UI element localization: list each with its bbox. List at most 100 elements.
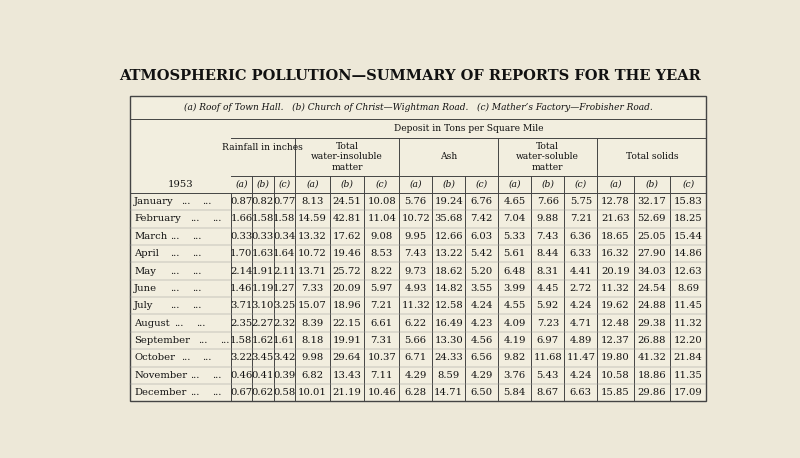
Text: 52.69: 52.69 xyxy=(638,214,666,224)
Text: 2.32: 2.32 xyxy=(274,319,295,327)
Text: 9.95: 9.95 xyxy=(405,232,426,241)
Text: 27.90: 27.90 xyxy=(638,249,666,258)
Text: 12.58: 12.58 xyxy=(434,301,463,310)
Text: 19.24: 19.24 xyxy=(434,197,463,206)
Text: 4.29: 4.29 xyxy=(405,371,427,380)
Text: August: August xyxy=(134,319,170,327)
Text: 12.48: 12.48 xyxy=(601,319,630,327)
Text: ...: ... xyxy=(192,301,201,310)
Text: 3.45: 3.45 xyxy=(252,354,274,362)
Text: Ash: Ash xyxy=(440,153,458,161)
Text: (c): (c) xyxy=(476,180,488,189)
Text: 0.33: 0.33 xyxy=(252,232,274,241)
Text: 10.08: 10.08 xyxy=(367,197,396,206)
Text: 3.25: 3.25 xyxy=(274,301,295,310)
Text: June: June xyxy=(134,284,158,293)
Text: 12.20: 12.20 xyxy=(674,336,702,345)
Text: ...: ... xyxy=(181,197,190,206)
Text: (a) Roof of Town Hall.   (b) Church of Christ—Wightman Road.   (c) Mather’s Fact: (a) Roof of Town Hall. (b) Church of Chr… xyxy=(184,103,653,112)
Text: 6.36: 6.36 xyxy=(570,232,592,241)
Text: 4.19: 4.19 xyxy=(503,336,526,345)
Text: 20.19: 20.19 xyxy=(601,267,630,276)
Text: ...: ... xyxy=(212,214,222,224)
Text: 6.22: 6.22 xyxy=(405,319,426,327)
Text: 19.46: 19.46 xyxy=(333,249,362,258)
Text: 11.32: 11.32 xyxy=(402,301,430,310)
Text: January: January xyxy=(134,197,174,206)
Text: October: October xyxy=(134,354,175,362)
Text: 4.71: 4.71 xyxy=(570,319,592,327)
Text: 6.82: 6.82 xyxy=(302,371,323,380)
Text: 13.71: 13.71 xyxy=(298,267,327,276)
Text: 4.45: 4.45 xyxy=(537,284,559,293)
Text: 29.86: 29.86 xyxy=(638,388,666,397)
Text: (a): (a) xyxy=(610,180,622,189)
Text: 20.09: 20.09 xyxy=(333,284,362,293)
Text: 1.27: 1.27 xyxy=(273,284,295,293)
Text: May: May xyxy=(134,267,156,276)
Text: 18.25: 18.25 xyxy=(674,214,702,224)
Text: 8.18: 8.18 xyxy=(302,336,324,345)
Text: 12.78: 12.78 xyxy=(601,197,630,206)
Text: ...: ... xyxy=(212,388,222,397)
Text: ...: ... xyxy=(174,319,184,327)
Text: 0.67: 0.67 xyxy=(230,388,253,397)
Text: 2.35: 2.35 xyxy=(230,319,253,327)
Text: 2.72: 2.72 xyxy=(570,284,592,293)
Text: ...: ... xyxy=(202,197,212,206)
Text: 5.76: 5.76 xyxy=(405,197,426,206)
Text: Total solids: Total solids xyxy=(626,153,678,161)
Text: ...: ... xyxy=(170,284,179,293)
Text: 2.27: 2.27 xyxy=(252,319,274,327)
Text: 12.63: 12.63 xyxy=(674,267,702,276)
Text: 5.92: 5.92 xyxy=(537,301,559,310)
Text: 12.66: 12.66 xyxy=(434,232,463,241)
Text: ...: ... xyxy=(170,301,179,310)
Text: ...: ... xyxy=(198,336,207,345)
Text: 16.32: 16.32 xyxy=(602,249,630,258)
Text: 8.13: 8.13 xyxy=(302,197,324,206)
Text: 9.98: 9.98 xyxy=(302,354,323,362)
Text: Total
water-insoluble
matter: Total water-insoluble matter xyxy=(311,142,383,172)
Text: ...: ... xyxy=(192,267,201,276)
Text: (a): (a) xyxy=(306,180,318,189)
Text: 6.50: 6.50 xyxy=(470,388,493,397)
Text: 11.45: 11.45 xyxy=(674,301,702,310)
Text: (b): (b) xyxy=(257,180,270,189)
Text: 1.46: 1.46 xyxy=(230,284,253,293)
Text: 18.86: 18.86 xyxy=(638,371,666,380)
Text: 0.33: 0.33 xyxy=(230,232,253,241)
Text: 6.71: 6.71 xyxy=(405,354,426,362)
Text: 8.59: 8.59 xyxy=(438,371,460,380)
Text: 0.58: 0.58 xyxy=(274,388,295,397)
Text: 11.35: 11.35 xyxy=(674,371,702,380)
Text: 18.96: 18.96 xyxy=(333,301,362,310)
Text: 10.46: 10.46 xyxy=(367,388,396,397)
Text: 7.33: 7.33 xyxy=(302,284,323,293)
Text: 1.58: 1.58 xyxy=(273,214,295,224)
Text: 5.61: 5.61 xyxy=(504,249,526,258)
Text: 41.32: 41.32 xyxy=(638,354,666,362)
Text: 8.22: 8.22 xyxy=(370,267,393,276)
Text: 7.04: 7.04 xyxy=(503,214,526,224)
Text: 0.34: 0.34 xyxy=(273,232,295,241)
Text: ...: ... xyxy=(190,388,200,397)
Text: 12.37: 12.37 xyxy=(601,336,630,345)
Text: 4.09: 4.09 xyxy=(503,319,526,327)
Text: 1.61: 1.61 xyxy=(273,336,295,345)
Text: 4.23: 4.23 xyxy=(470,319,493,327)
Text: 5.97: 5.97 xyxy=(370,284,393,293)
Text: 15.85: 15.85 xyxy=(601,388,630,397)
Text: 0.87: 0.87 xyxy=(230,197,253,206)
Text: (b): (b) xyxy=(542,180,554,189)
Text: 8.69: 8.69 xyxy=(677,284,699,293)
Text: 29.64: 29.64 xyxy=(333,354,362,362)
Text: Rainfall in inches: Rainfall in inches xyxy=(222,143,303,152)
Text: (c): (c) xyxy=(278,180,290,189)
Text: 13.32: 13.32 xyxy=(298,232,327,241)
Text: 3.76: 3.76 xyxy=(504,371,526,380)
Text: April: April xyxy=(134,249,159,258)
Text: Total
water-soluble
matter: Total water-soluble matter xyxy=(516,142,579,172)
Text: 7.21: 7.21 xyxy=(370,301,393,310)
Text: 14.59: 14.59 xyxy=(298,214,327,224)
